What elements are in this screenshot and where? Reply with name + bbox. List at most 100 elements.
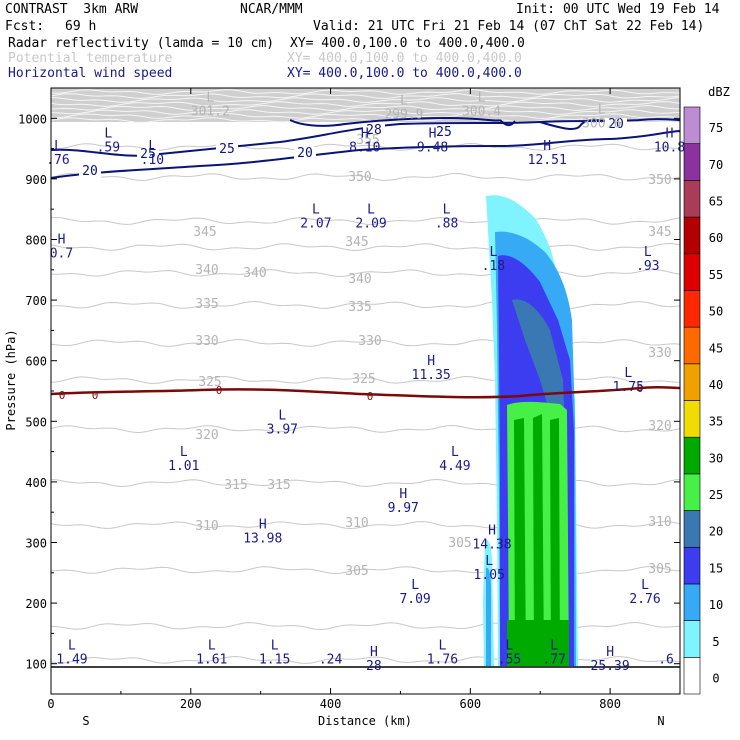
theta-contour-label: 310	[195, 519, 218, 534]
colorbar-level-label: 70	[709, 158, 723, 172]
wind-extremum-value: 1.05	[474, 568, 505, 583]
wind-extremum-value: 1.75	[613, 380, 644, 395]
theta-extremum-marker: L	[598, 102, 606, 117]
colorbar-level-label: 50	[709, 305, 723, 319]
wind-extremum-value: 13.98	[243, 532, 282, 547]
wind-extremum-marker: L	[641, 578, 649, 593]
wind-extremum-value: 14.38	[472, 538, 511, 553]
theta-contour-label: 330	[195, 334, 218, 349]
theta-contour-label: 310	[648, 515, 671, 530]
theta-contour-label: 340	[195, 263, 218, 278]
wind-extremum-marker: H	[666, 127, 674, 142]
x-tick-label: 800	[599, 697, 621, 711]
wind-extremum-value: 8.10	[349, 141, 380, 156]
colorbar-level-label: 40	[709, 378, 723, 392]
theta-contour-label: 345	[345, 235, 368, 250]
theta-extremum-value: 300.4	[462, 104, 501, 119]
theta-contour-label: 350	[348, 170, 371, 185]
field-wind-xy: XY= 400.0,100.0 to 400.0,400.0	[287, 66, 522, 81]
colorbar-swatch	[683, 583, 701, 621]
wind-extremum-marker: L	[624, 366, 632, 381]
wind-extremum-marker: H	[429, 127, 437, 142]
wind-extremum-value: .59	[97, 141, 120, 156]
wind-extremum-value: 2.07	[300, 216, 331, 231]
colorbar-swatch	[683, 473, 701, 511]
theta-contour-label: 355	[356, 133, 379, 148]
x-tick-label: 600	[459, 697, 481, 711]
wind-extremum-value: .10	[141, 153, 164, 168]
wind-extremum-value: 1.76	[427, 653, 458, 668]
forecast-hour: 69 h	[65, 19, 97, 34]
wind-extremum-marker: H	[427, 354, 435, 369]
theta-contour	[51, 478, 680, 488]
field-reflectivity-xy: XY= 400.0,100.0 to 400.0,400.0	[290, 36, 525, 51]
wind-extremum-marker: H	[543, 139, 551, 154]
theta-extremum-value: 301.2	[191, 104, 230, 119]
theta-stratosphere-line	[51, 105, 680, 111]
theta-stratosphere-line	[51, 89, 680, 95]
theta-stratosphere-line	[51, 117, 680, 123]
zero-wind-line	[51, 385, 680, 399]
wind-extremum-marker: H	[361, 127, 369, 142]
wind-extremum-marker: L	[485, 554, 493, 569]
y-tick-label: 100	[25, 658, 47, 672]
wind-contour-inner	[499, 119, 613, 130]
theta-contour	[51, 424, 680, 434]
wind-extremum-marker: L	[278, 408, 286, 423]
colorbar-swatch	[683, 180, 701, 218]
wind-extremum-marker: L	[451, 445, 459, 460]
wind-contour-25	[51, 118, 680, 157]
reflectivity-cell	[533, 414, 544, 666]
wind-extremum-value: .76	[46, 153, 69, 168]
colorbar-swatch	[683, 436, 701, 475]
theta-contour	[51, 216, 680, 226]
axis-end-south: S	[82, 714, 89, 728]
colorbar-level-label: 60	[709, 231, 723, 245]
wind-label-bg	[216, 143, 238, 156]
wind-extremum-value: .55	[498, 653, 521, 668]
theta-contour-label: 315	[224, 478, 247, 493]
theta-contour-label: 345	[648, 225, 671, 240]
colorbar-level-label: 15	[709, 561, 723, 575]
wind-contour-label: 25	[140, 147, 156, 162]
reflectivity-shading	[483, 195, 578, 666]
theta-contour-label: 345	[193, 225, 216, 240]
wind-contour-label: 25	[219, 142, 235, 157]
colorbar-level-label: 10	[709, 598, 723, 612]
wind-contour-label: 20	[297, 146, 313, 161]
colorbar-level-label: 20	[709, 525, 723, 539]
wind-label-bg	[605, 118, 627, 131]
colorbar-swatch	[683, 363, 701, 401]
wind-label-bg	[294, 147, 316, 160]
colorbar-swatch	[683, 106, 701, 144]
theta-contour-label: 340	[243, 266, 266, 281]
wind-extremum-value: 2.09	[355, 216, 386, 231]
theta-contour-label: 330	[358, 334, 381, 349]
theta-stratosphere-line	[51, 101, 680, 107]
wind-extremum-value: 1.15	[259, 653, 290, 668]
y-tick-label: 800	[25, 234, 47, 248]
field-reflectivity-name: Radar reflectivity (lamda = 10 cm)	[8, 36, 275, 51]
wind-extremum-value: .6	[658, 653, 674, 668]
model-title: CONTRAST 3km ARW	[5, 2, 139, 17]
field-wind-name: Horizontal wind speed	[8, 66, 173, 81]
zero-line-label: 0	[92, 389, 99, 402]
colorbar-level-label: 30	[709, 451, 723, 465]
wind-extremum-marker: L	[208, 639, 216, 654]
wind-label-bg	[79, 165, 101, 178]
theta-extremum-marker: L	[206, 90, 214, 105]
theta-contour-label: 305	[448, 536, 471, 551]
theta-contour-label: 325	[198, 375, 221, 390]
theta-contour-label: 340	[348, 272, 371, 287]
colorbar-level-label: 65	[709, 195, 723, 209]
wind-extremum-value: 9.48	[417, 141, 448, 156]
wind-extremum-marker: L	[411, 578, 419, 593]
zero-line-label: 0	[216, 384, 223, 397]
theta-contour-label: 325	[352, 372, 375, 387]
wind-extremum-value: .18	[482, 259, 505, 274]
forecast-label: Fcst:	[5, 19, 45, 34]
theta-contour-label: 335	[348, 300, 371, 315]
wind-extremum-marker: L	[443, 202, 451, 217]
colorbar-swatch	[683, 657, 701, 695]
wind-extremum-marker: L	[312, 202, 320, 217]
